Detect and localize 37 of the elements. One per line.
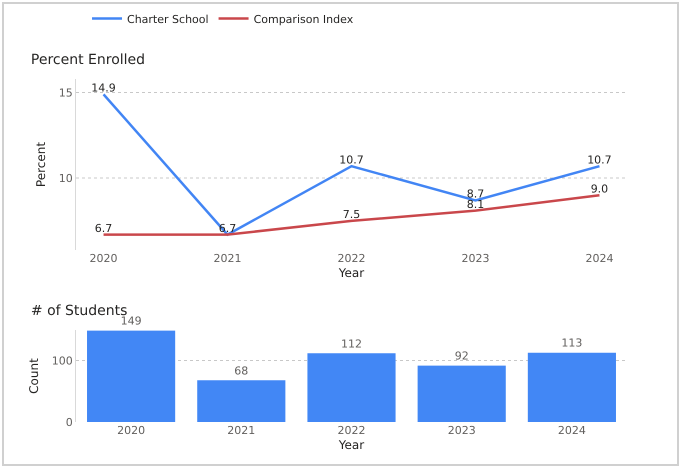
x-tick-label: 2020: [90, 252, 118, 265]
data-label: 9.0: [590, 182, 608, 196]
data-label: 112: [341, 337, 362, 350]
y-axis-title: Percent: [34, 142, 48, 188]
x-tick-label: 2023: [461, 252, 490, 265]
y-axis-title: Count: [27, 358, 42, 394]
legend-label: Charter School: [127, 12, 209, 26]
bar: [197, 380, 286, 422]
bar: [307, 353, 396, 422]
bar: [418, 366, 506, 422]
x-axis-title: Year: [338, 266, 364, 280]
x-axis-title: Year: [338, 438, 364, 452]
y-tick-label: 10: [58, 172, 73, 186]
y-tick-label: 100: [52, 354, 73, 368]
data-label: 10.7: [587, 153, 612, 166]
data-label: 7.5: [342, 208, 360, 222]
x-tick-label: 2024: [558, 424, 586, 437]
bar: [87, 330, 176, 422]
x-tick-label: 2022: [338, 252, 366, 265]
x-tick-label: 2023: [448, 424, 476, 437]
data-label: 68: [234, 364, 248, 378]
x-tick-label: 2022: [338, 424, 366, 437]
bar: [528, 352, 616, 422]
data-label: 6.7: [94, 222, 112, 235]
y-tick-label: 0: [66, 416, 73, 429]
data-label: 92: [454, 350, 469, 363]
x-tick-label: 2021: [227, 424, 256, 437]
data-label: 113: [561, 336, 582, 350]
legend-label: Comparison Index: [254, 12, 354, 26]
chart-title: Percent Enrolled: [30, 52, 146, 68]
x-tick-label: 2024: [585, 252, 614, 265]
data-label: 14.9: [91, 82, 116, 95]
y-tick-label: 15: [58, 86, 73, 100]
x-tick-label: 2021: [214, 252, 242, 265]
data-label: 149: [120, 314, 142, 328]
x-tick-label: 2020: [117, 424, 146, 437]
data-label: 10.7: [339, 153, 364, 166]
